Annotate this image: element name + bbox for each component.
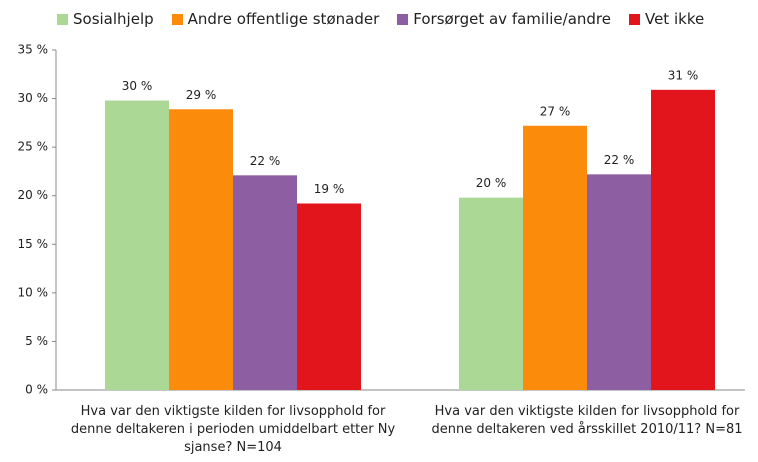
bar: [297, 203, 361, 390]
bar: [105, 100, 169, 390]
legend-swatch: [57, 13, 68, 25]
legend-swatch: [628, 13, 640, 25]
bar: [233, 175, 297, 390]
legend: Sosialhjelp Andre offentlige stønader Fors…: [57, 10, 704, 28]
legend-label: Sosialhjelp: [73, 10, 154, 28]
legend-swatch: [171, 13, 183, 25]
legend-item: Sosialhjelp: [57, 10, 154, 28]
value-label: 19 %: [314, 182, 345, 196]
legend-item: Forsørget av familie/andre: [397, 10, 611, 28]
value-label: 31 %: [668, 68, 699, 82]
y-tick-label: 25 %: [18, 140, 49, 154]
y-tick-label: 10 %: [18, 285, 49, 299]
bar: [523, 125, 587, 391]
bar: [169, 109, 233, 390]
legend-label: Andre offentlige stønader: [187, 10, 380, 28]
value-label: 27 %: [540, 104, 571, 118]
bar: [587, 174, 651, 390]
legend-item: Andre offentlige stønader: [171, 10, 380, 28]
y-tick-label: 5 %: [25, 334, 48, 348]
y-tick-label: 30 %: [18, 91, 49, 105]
bar: [651, 89, 715, 390]
y-tick-label: 35 %: [18, 43, 49, 57]
value-label: 22 %: [604, 153, 635, 167]
x-tick-label: Hva var den viktigste kilden for livsopp…: [70, 404, 396, 455]
legend-label: Vet ikke: [644, 10, 705, 28]
y-tick-label: 15 %: [18, 237, 49, 251]
y-tick-label: 20 %: [18, 188, 49, 202]
legend-item: Vet ikke: [628, 10, 705, 28]
x-tick-label: Hva var den viktigste kilden for livsopp…: [431, 404, 743, 437]
legend-swatch: [397, 13, 409, 25]
y-tick-label: 0 %: [25, 383, 48, 397]
bar: [459, 197, 523, 390]
value-label: 20 %: [476, 176, 507, 190]
value-label: 22 %: [250, 154, 281, 168]
value-label: 29 %: [186, 88, 217, 102]
legend-label: Forsørget av familie/andre: [413, 10, 611, 28]
value-label: 30 %: [122, 79, 153, 93]
